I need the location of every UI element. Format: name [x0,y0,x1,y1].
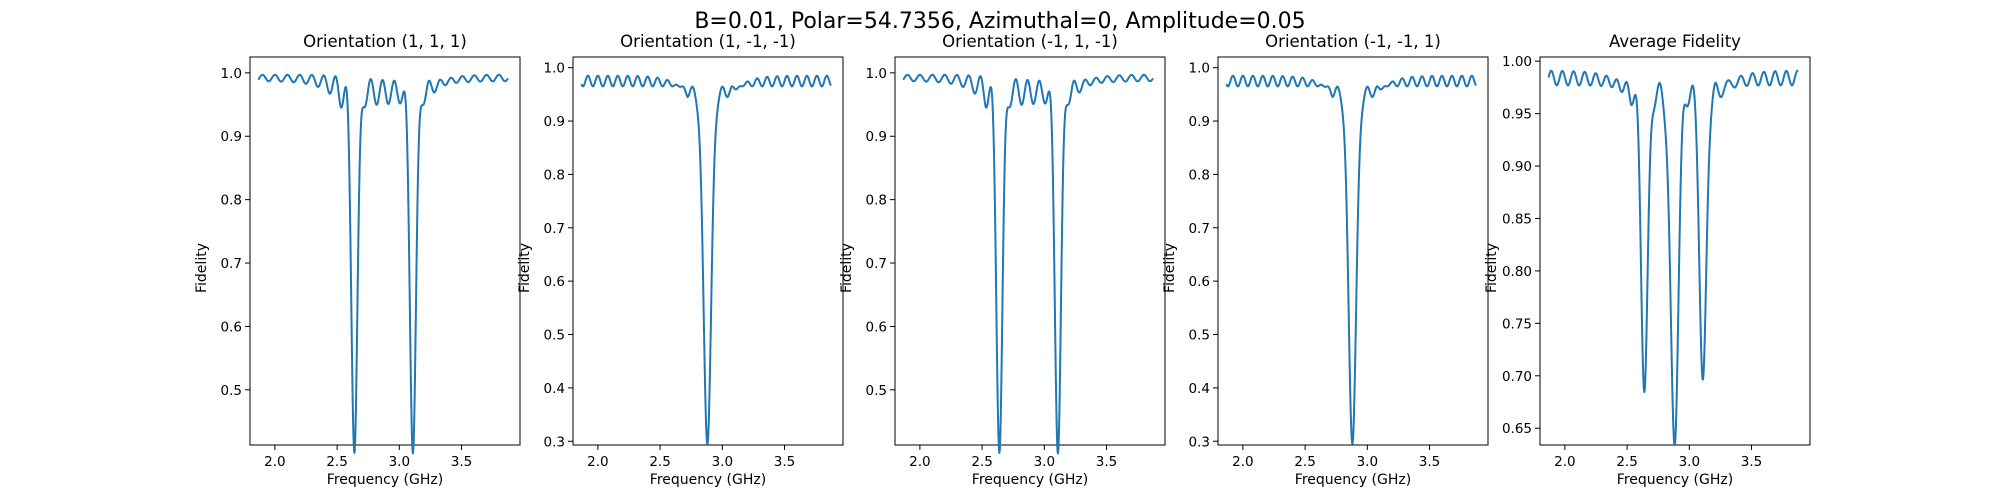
y-tick-label: 0.5 [544,328,565,344]
plot-frame [1539,56,1811,446]
y-tick-label: 0.6 [866,319,887,335]
y-tick-label: 0.9 [866,129,887,145]
x-tick-label: 3.5 [451,454,472,470]
y-tick-label: 0.70 [1502,369,1532,385]
subplot-4: Orientation (-1, -1, 1) 2.0 2.5 3.0 3.5 0.3 0.… [1162,32,1489,488]
y-axis-label: Fidelity [194,243,210,293]
x-axis-label: Frequency (GHz) [972,472,1088,488]
y-tick-label: 0.3 [1189,434,1210,450]
y-tick-label: 0.80 [1502,264,1532,280]
subplot-2: Orientation (1, -1, -1) 2.0 2.5 3.0 3.5 0.3 0.… [517,32,844,488]
x-tick-label: 3.5 [1419,454,1440,470]
subplot-title: Orientation (-1, 1, -1) [942,32,1118,51]
fidelity-line [1547,69,1799,447]
subplot-title: Orientation (-1, -1, 1) [1265,32,1441,51]
y-tick-label: 1.0 [221,66,242,82]
y-tick-label: 0.7 [544,221,565,237]
x-tick-label: 2.0 [587,454,608,470]
y-tick-label: 0.4 [544,381,565,397]
x-axis-label: Frequency (GHz) [1617,472,1733,488]
fidelity-line [257,73,509,455]
x-tick-label: 3.0 [1034,454,1055,470]
subplot-1: Orientation (1, 1, 1) 2.0 2.5 3.0 3.5 0.5 0.6 0… [194,32,521,488]
x-tick-label: 3.5 [1741,454,1762,470]
y-tick-label: 0.5 [221,383,242,399]
y-axis-label: Fidelity [517,243,533,293]
x-tick-label: 2.5 [1616,454,1637,470]
y-tick-label: 0.3 [544,434,565,450]
subplot-title: Average Fidelity [1609,32,1741,51]
y-tick-label: 1.0 [866,66,887,82]
fidelity-line [580,74,832,445]
y-tick-label: 0.9 [544,114,565,130]
plot-frame [572,56,844,446]
x-tick-label: 2.0 [909,454,930,470]
plot-frame [894,56,1166,446]
x-tick-label: 2.0 [1554,454,1575,470]
y-tick-label: 0.85 [1502,211,1532,227]
y-axis-label: Fidelity [1162,243,1178,293]
x-axis-label: Frequency (GHz) [1295,472,1411,488]
y-tick-label: 0.8 [544,167,565,183]
y-axis-label: Fidelity [1484,243,1500,293]
x-tick-label: 3.0 [389,454,410,470]
y-tick-label: 0.8 [866,193,887,209]
subplot-3: Orientation (-1, 1, -1) 2.0 2.5 3.0 3.5 0.5 0.… [839,32,1166,488]
plot-frame [1217,56,1489,446]
x-tick-label: 3.0 [1357,454,1378,470]
y-tick-label: 0.8 [1189,167,1210,183]
y-tick-label: 0.6 [221,319,242,335]
y-tick-label: 0.7 [866,256,887,272]
y-tick-label: 0.65 [1502,421,1532,437]
plot-frame [249,56,521,446]
x-tick-label: 2.5 [649,454,670,470]
x-tick-label: 3.5 [774,454,795,470]
y-tick-label: 0.7 [221,256,242,272]
y-tick-label: 0.90 [1502,159,1532,175]
y-tick-label: 0.9 [221,129,242,145]
x-axis-label: Frequency (GHz) [650,472,766,488]
y-tick-label: 0.75 [1502,316,1532,332]
subplot-title: Orientation (1, 1, 1) [303,32,467,51]
fidelity-line [1225,74,1477,445]
x-tick-label: 2.5 [326,454,347,470]
y-tick-label: 0.4 [1189,381,1210,397]
x-tick-label: 2.0 [1232,454,1253,470]
x-tick-label: 3.0 [712,454,733,470]
y-tick-label: 0.6 [1189,274,1210,290]
y-tick-label: 0.8 [221,193,242,209]
y-axis-label: Fidelity [839,243,855,293]
y-tick-label: 0.5 [1189,328,1210,344]
y-tick-label: 1.00 [1502,54,1532,70]
fidelity-line [902,73,1154,455]
y-tick-label: 1.0 [544,61,565,77]
x-axis-label: Frequency (GHz) [327,472,443,488]
x-tick-label: 2.0 [264,454,285,470]
x-tick-label: 2.5 [971,454,992,470]
y-tick-label: 0.6 [544,274,565,290]
x-tick-label: 3.5 [1096,454,1117,470]
y-tick-label: 0.5 [866,383,887,399]
subplot-title: Orientation (1, -1, -1) [620,32,796,51]
y-tick-label: 0.95 [1502,107,1532,123]
x-tick-label: 3.0 [1679,454,1700,470]
figure-title: B=0.01, Polar=54.7356, Azimuthal=0, Ampl… [694,9,1305,34]
subplot-5: Average Fidelity 2.0 2.5 3.0 3.5 0.65 0.70 0.75… [1484,32,1811,488]
y-tick-label: 0.9 [1189,114,1210,130]
y-tick-label: 0.7 [1189,221,1210,237]
y-tick-label: 1.0 [1189,61,1210,77]
x-tick-label: 2.5 [1294,454,1315,470]
